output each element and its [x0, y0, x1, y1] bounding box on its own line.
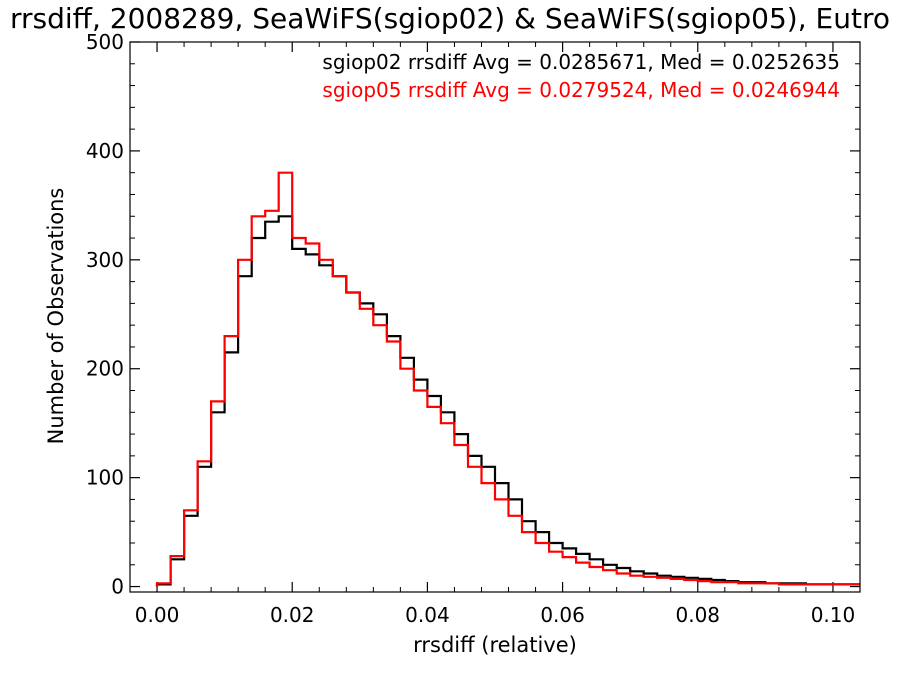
stats-line-sgiop02: sgiop02 rrsdiff Avg = 0.0285671, Med = 0…	[322, 50, 840, 74]
y-tick-label: 200	[86, 357, 124, 381]
x-tick-label: 0.06	[540, 603, 585, 627]
x-tick-label: 0.08	[676, 603, 721, 627]
y-tick-label: 500	[86, 30, 124, 54]
series-layer	[155, 171, 860, 587]
plot-frame	[129, 41, 861, 593]
y-tick-label: 400	[86, 139, 124, 163]
y-tick-label: 100	[86, 466, 124, 490]
x-tick-label: 0.10	[811, 603, 856, 627]
x-tick-label: 0.00	[135, 603, 180, 627]
y-axis-ticks: 0 100 200 300 400 500	[86, 30, 860, 599]
series-line-sgiop05	[155, 171, 860, 587]
stats-line-sgiop05: sgiop05 rrsdiff Avg = 0.0279524, Med = 0…	[322, 78, 840, 102]
x-tick-label: 0.04	[405, 603, 450, 627]
y-tick-label: 300	[86, 248, 124, 272]
y-tick-label: 0	[111, 575, 124, 599]
y-axis-label: Number of Observations	[44, 188, 68, 445]
series-line-sgiop02	[155, 215, 860, 587]
x-tick-label: 0.02	[270, 603, 315, 627]
chart-title: rrsdiff, 2008289, SeaWiFS(sgiop02) & Sea…	[10, 2, 890, 35]
x-axis-ticks: 0.00 0.02 0.04 0.06 0.08 0.10	[129, 42, 861, 627]
x-axis-label: rrsdiff (relative)	[413, 633, 577, 657]
